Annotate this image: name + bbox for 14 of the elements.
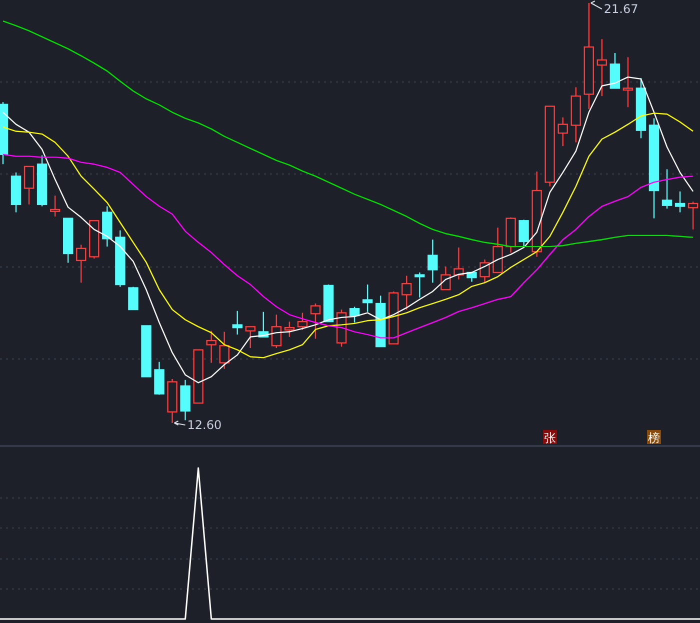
candlestick [206, 330, 216, 364]
candlestick [596, 38, 608, 97]
annotation: 21.67 [604, 2, 638, 16]
annotation: 12.60 [187, 418, 222, 432]
candlestick [115, 230, 126, 288]
candlestick [102, 206, 112, 248]
candlestick [622, 56, 634, 108]
candlestick [167, 378, 178, 424]
candlestick [532, 170, 542, 258]
candlestick [362, 284, 373, 312]
candlestick [584, 2, 594, 110]
candlestick [180, 379, 190, 421]
candlestick [428, 239, 438, 284]
candlestick [454, 246, 464, 280]
